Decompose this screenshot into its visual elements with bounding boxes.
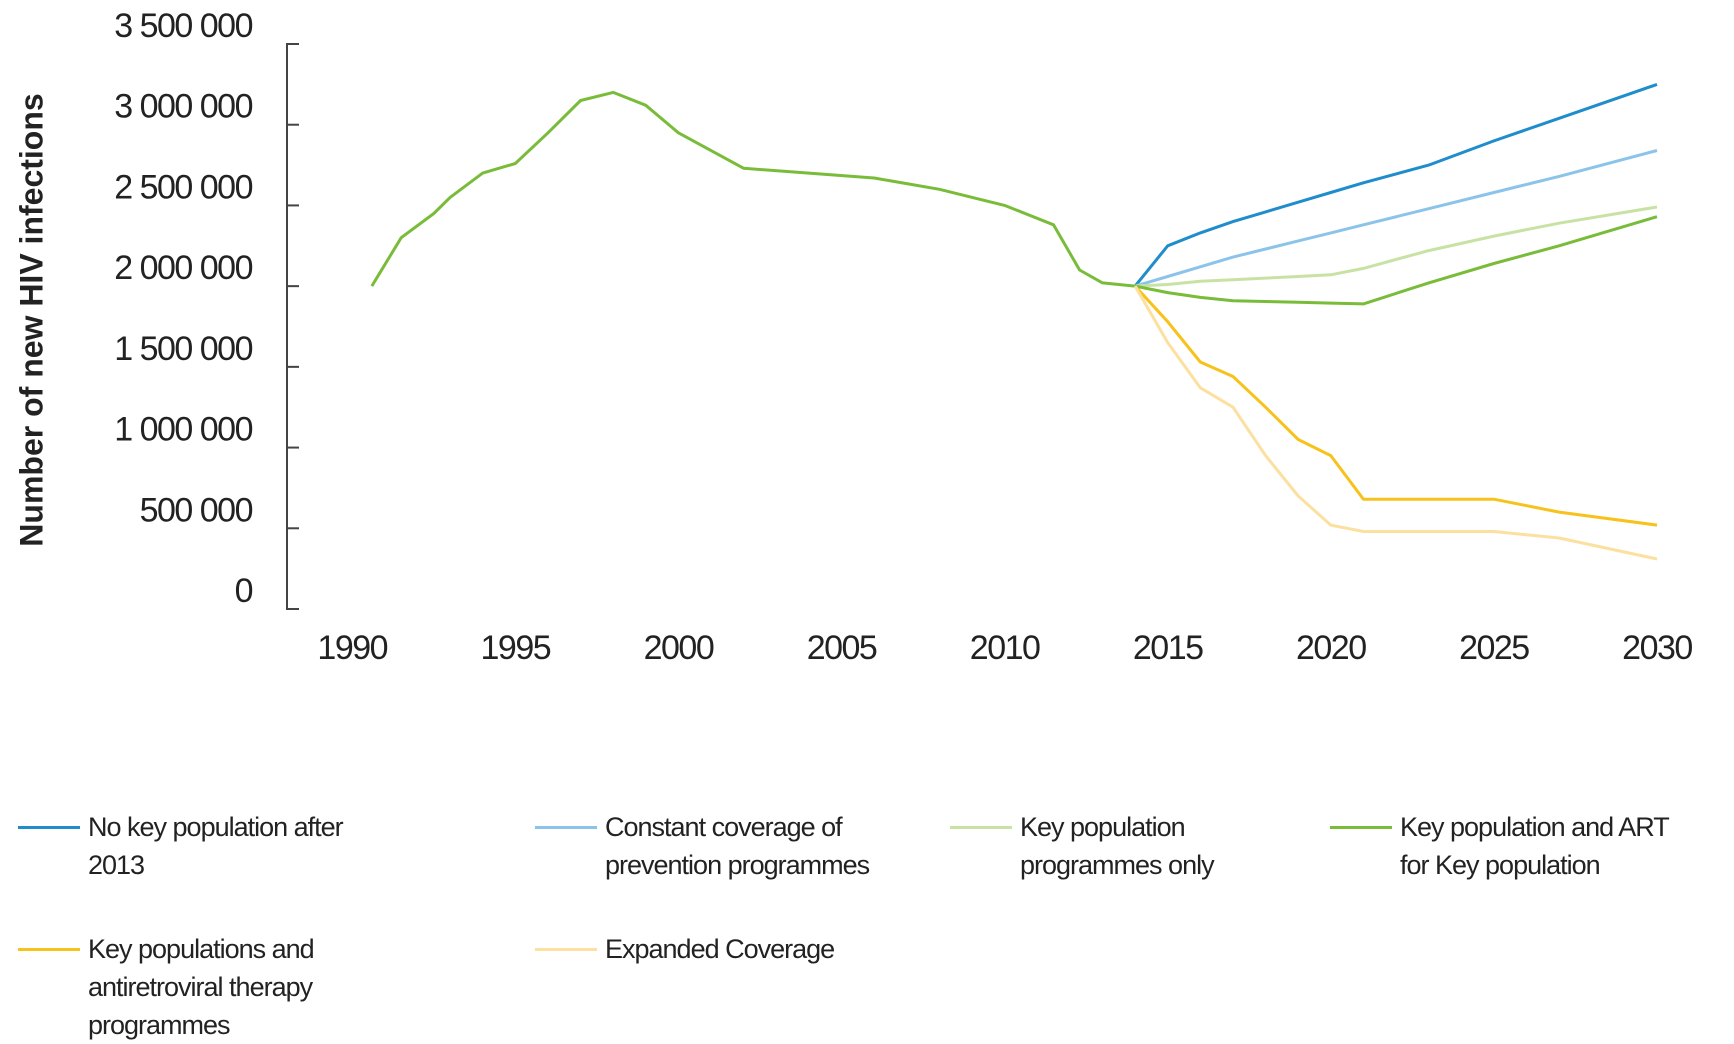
legend-label: Key populations and antiretroviral thera…: [88, 934, 315, 1040]
legend-swatch: [1330, 826, 1392, 829]
series-line: [1133, 82, 1658, 288]
legend-item: Key population and ART for Key populatio…: [1330, 808, 1700, 884]
page: Number of new HIV infections 0 500 000 1 0…: [13, 7, 1700, 1040]
y-tick-label: 1 000 000: [114, 411, 252, 449]
legend-swatch: [18, 948, 80, 951]
x-tick-label: 2000: [644, 629, 714, 667]
series-line: [1133, 285, 1658, 527]
legend-item: Constant coverage of prevention programm…: [535, 808, 905, 884]
x-tick-label: 2020: [1296, 629, 1366, 667]
legend-label: Expanded Coverage: [605, 934, 835, 964]
y-tick-label: 500 000: [140, 491, 253, 529]
y-axis-label: Number of new HIV infections: [13, 93, 49, 546]
legend-swatch: [950, 826, 1012, 829]
legend-label: Constant coverage of prevention programm…: [605, 812, 870, 880]
legend-label: No key population after 2013: [88, 812, 344, 880]
series-line: [1134, 149, 1658, 288]
legend-item: Key population programmes only: [950, 808, 1320, 884]
series-line: [1133, 285, 1658, 561]
y-tick-label: 0: [235, 572, 253, 610]
x-tick-label: 2025: [1459, 629, 1529, 667]
legend-swatch: [535, 948, 597, 951]
series-line: [1135, 205, 1658, 288]
x-tick-label: 2010: [970, 629, 1040, 667]
legend-label: Key population programmes only: [1020, 812, 1215, 880]
legend-swatch: [535, 826, 597, 829]
x-tick-label: 2005: [807, 629, 877, 667]
y-tick-label: 3 500 000: [114, 7, 252, 45]
y-tick-label: 2 000 000: [114, 249, 252, 287]
legend-item: Expanded Coverage: [535, 930, 905, 968]
x-tick-label: 2030: [1622, 629, 1692, 667]
legend-item: Key populations and antiretroviral thera…: [18, 930, 388, 1044]
y-tick-label: 3 000 000: [114, 88, 252, 126]
y-tick-label: 1 500 000: [114, 330, 252, 368]
legend-label: Key population and ART for Key populatio…: [1400, 812, 1669, 880]
x-tick-label: 1995: [481, 629, 551, 667]
chart: Number of new HIV infections 0 500 000 1 0…: [13, 7, 1693, 667]
x-tick-label: 2015: [1133, 629, 1203, 667]
legend-swatch: [18, 826, 80, 829]
x-tick-label: 1990: [317, 629, 387, 667]
series-line: [370, 90, 1658, 306]
y-tick-label: 2 500 000: [114, 168, 252, 206]
legend-item: No key population after 2013: [18, 808, 388, 884]
